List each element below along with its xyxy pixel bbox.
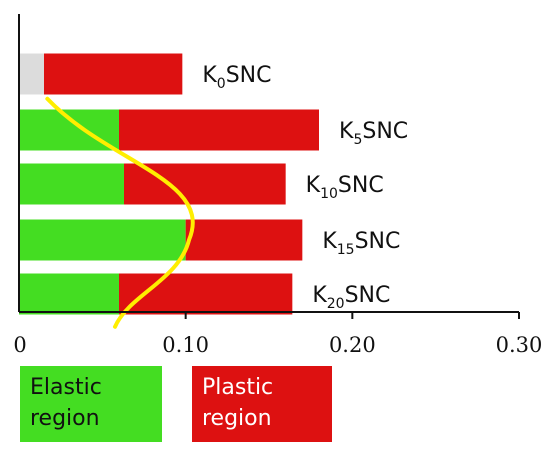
- x-tick-label: 0: [13, 333, 26, 357]
- bar-label-K20SNC: K20SNC: [312, 283, 390, 312]
- bar-plastic-K15SNC: [185, 219, 303, 261]
- chart: 0 0.10 0.20 0.30 K0SNC K5SNC K10SNC K15SNC K20S…: [13, 14, 542, 357]
- elastic-limit-curve-group: [45, 96, 195, 329]
- bars-group: [19, 53, 319, 315]
- bar-elastic-K10SNC: [19, 163, 124, 205]
- bar-plastic-K0SNC: [44, 53, 183, 95]
- bar-elastic-K15SNC: [19, 219, 186, 261]
- bar-label-K0SNC: K0SNC: [202, 63, 271, 92]
- x-tick-label: 0.30: [496, 333, 543, 357]
- bar-elastic-K20SNC: [19, 273, 119, 315]
- elastic-limit-curve: [45, 96, 195, 329]
- x-tick-label: 0.20: [329, 333, 376, 357]
- bar-plastic-K5SNC: [119, 109, 319, 151]
- legend-plastic-region: Plastic region: [192, 366, 332, 442]
- legend-elastic-region: Elastic region: [20, 366, 162, 442]
- legend-elastic-label: Elastic region: [30, 375, 102, 431]
- bar-label-K5SNC: K5SNC: [339, 119, 408, 148]
- bar-plastic-K20SNC: [119, 273, 293, 315]
- axes-group: 0 0.10 0.20 0.30: [13, 14, 542, 357]
- legend-plastic-label: Plastic region: [202, 375, 274, 431]
- bar-labels-group: K0SNC K5SNC K10SNC K15SNC K20SNC: [202, 63, 408, 312]
- bar-elastic-K0SNC: [19, 53, 44, 95]
- x-tick-label: 0.10: [162, 333, 209, 357]
- bar-label-K10SNC: K10SNC: [306, 173, 384, 202]
- bar-label-K15SNC: K15SNC: [322, 229, 400, 258]
